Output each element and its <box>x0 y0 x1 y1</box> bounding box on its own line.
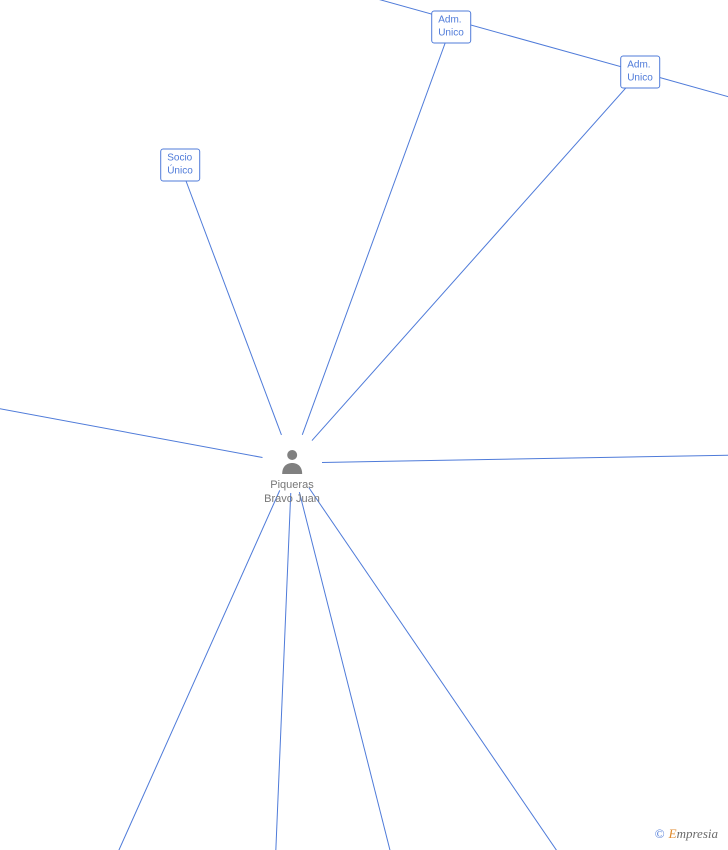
role-node-socio[interactable]: Socio Único <box>160 149 200 182</box>
role-node-adm1[interactable]: Adm. Unico <box>431 11 471 44</box>
role-node-adm2[interactable]: Adm. Unico <box>620 56 660 89</box>
watermark-first-letter: E <box>669 826 677 841</box>
watermark: © Empresia <box>655 826 718 842</box>
copyright-symbol: © <box>655 826 665 841</box>
watermark-text: mpresia <box>677 826 718 841</box>
center-person-node[interactable]: Piqueras Bravo Juan <box>264 448 320 507</box>
graph-edges-layer <box>0 0 728 850</box>
person-icon <box>264 448 320 474</box>
center-person-label: Piqueras Bravo Juan <box>264 478 320 507</box>
